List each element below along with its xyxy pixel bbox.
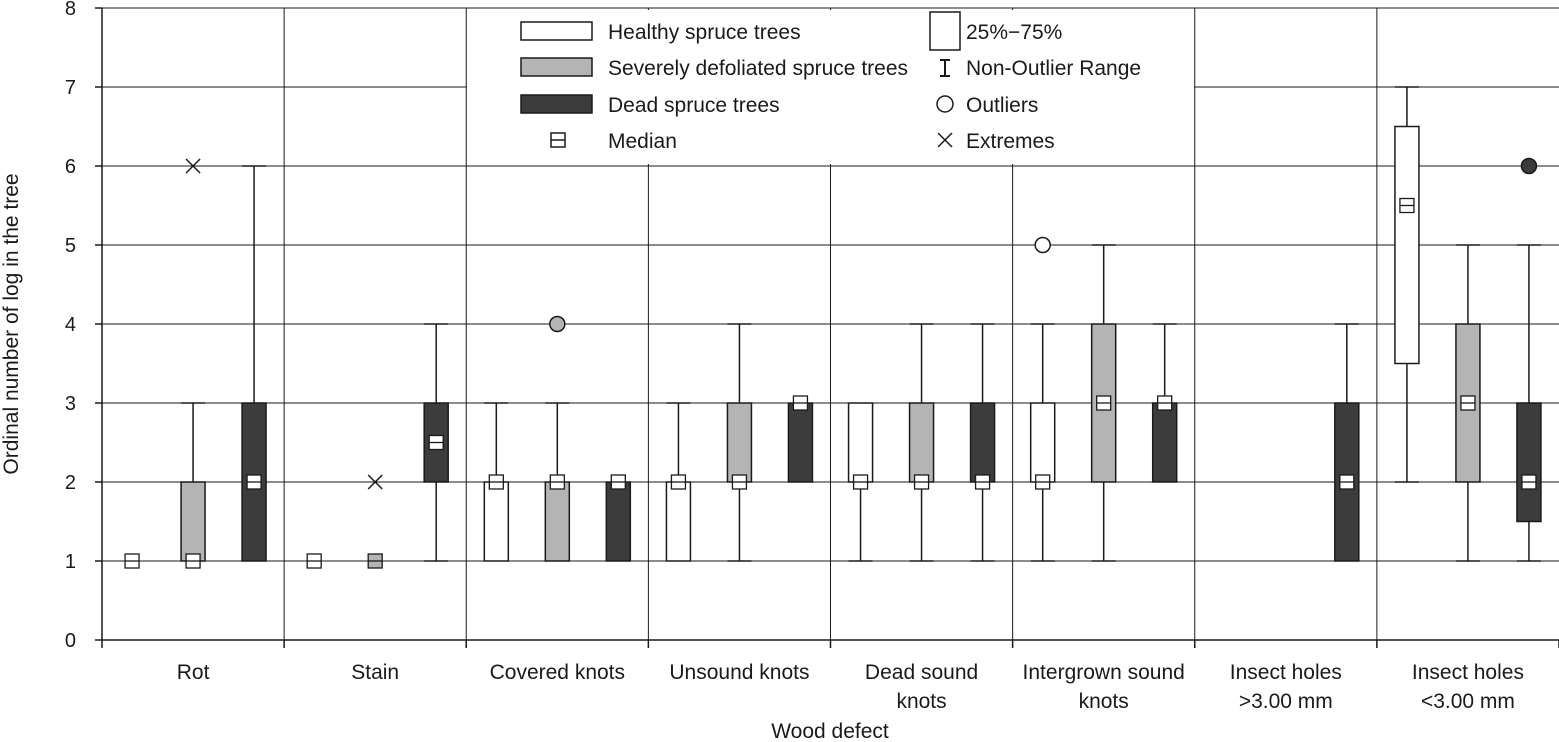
legend-label-outliers: Outliers: [966, 94, 1038, 117]
outlier-point: [1034, 236, 1051, 254]
y-tick-label-6: 6: [65, 156, 76, 178]
legend-outlier-symbol: [936, 95, 954, 113]
iqr-box: [180, 481, 206, 562]
legend-median-symbol: [550, 132, 566, 148]
box-0-7: [1394, 86, 1420, 483]
x-category-label-0: Rot: [177, 661, 210, 684]
extreme-point: [367, 474, 383, 490]
box-1-3: [726, 323, 753, 562]
legend-swatch-healthy: [520, 21, 593, 41]
iqr-box: [605, 481, 632, 562]
iqr-box: [969, 402, 996, 483]
x-category-label-6: Insect holes >3.00 mm: [1230, 661, 1342, 713]
iqr-box: [1029, 402, 1056, 483]
y-tick-label-3: 3: [65, 393, 76, 415]
box-1-2: [544, 315, 571, 562]
box-0-3: [665, 402, 692, 562]
x-axis-title: Wood defect: [771, 720, 889, 742]
y-tick-label-7: 7: [65, 77, 76, 99]
y-axis-title: Ordinal number of log in the tree: [0, 173, 23, 474]
outlier-point: [1520, 157, 1538, 175]
box-1-0: [180, 158, 206, 569]
legend-label-median: Median: [608, 130, 677, 153]
box-1-4: [908, 323, 935, 562]
iqr-box: [787, 402, 814, 483]
box-2-2: [605, 474, 632, 562]
legend-label-box: 25%−75%: [966, 21, 1062, 44]
box-0-1: [306, 553, 322, 569]
y-tick-label-1: 1: [65, 551, 76, 573]
box-1-5: [1090, 244, 1117, 562]
box-1-7: [1455, 244, 1481, 562]
extreme-point: [185, 158, 201, 174]
legend-label-defoliated: Severely defoliated spruce trees: [608, 57, 908, 80]
x-category-label-4: Dead sound knots: [865, 661, 978, 713]
outlier-point: [549, 315, 566, 333]
iqr-box: [847, 402, 874, 483]
y-tick-label-4: 4: [65, 314, 76, 336]
box-2-5: [1151, 323, 1178, 483]
iqr-box: [423, 402, 449, 483]
iqr-box: [483, 481, 510, 562]
plot-area: [124, 86, 1542, 569]
iqr-box: [726, 402, 753, 483]
x-category-label-7: Insect holes <3.00 mm: [1412, 661, 1524, 713]
box-2-1: [423, 323, 449, 562]
legend-label-extremes: Extremes: [966, 130, 1055, 153]
y-tick-label-2: 2: [65, 472, 76, 494]
box-0-2: [483, 402, 510, 562]
legend-box-symbol: [929, 11, 961, 51]
box-0-5: [1029, 236, 1056, 562]
legend-label-healthy: Healthy spruce trees: [608, 21, 801, 44]
legend-label-dead: Dead spruce trees: [608, 94, 780, 117]
legend-extreme-symbol: [937, 132, 953, 148]
legend-swatch-dead: [520, 94, 593, 114]
y-tick-label-8: 8: [65, 0, 76, 20]
iqr-box: [665, 481, 692, 562]
box-2-7: [1516, 157, 1542, 562]
iqr-box: [544, 481, 571, 562]
legend: Healthy spruce trees Severely defoliated…: [520, 11, 1141, 153]
iqr-box: [1394, 125, 1420, 365]
y-tick-label-5: 5: [65, 235, 76, 257]
x-category-label-5: Intergrown sound knots: [1023, 661, 1185, 713]
x-category-label-1: Stain: [351, 661, 399, 684]
box-1-1: [367, 474, 383, 569]
legend-range-symbol: [940, 59, 950, 77]
grid-lines: [102, 7, 1559, 640]
iqr-box: [1151, 402, 1178, 483]
iqr-box: [908, 402, 935, 483]
box-0-4: [847, 402, 874, 562]
axes: 0 1 2 3 4 5 6 7 8 Rot Stain Covered knots Unsound kn…: [65, 0, 1559, 713]
box-2-0: [241, 165, 267, 562]
x-category-label-2: Covered knots: [490, 661, 625, 684]
box-2-6: [1334, 323, 1360, 562]
legend-label-range: Non-Outlier Range: [966, 57, 1141, 80]
x-category-label-3: Unsound knots: [669, 661, 809, 684]
legend-swatch-defoliated: [520, 57, 593, 77]
box-2-4: [969, 323, 996, 562]
y-tick-label-0: 0: [65, 630, 76, 652]
iqr-box: [1516, 402, 1542, 523]
box-2-3: [787, 395, 814, 483]
box-0-0: [124, 553, 140, 569]
